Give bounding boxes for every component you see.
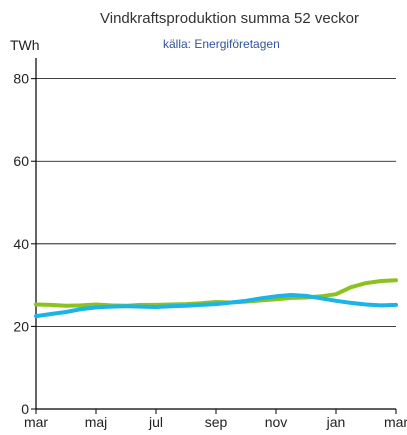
chart-source: källa: Energiföretagen <box>163 37 280 51</box>
grid-lines <box>36 78 396 327</box>
x-tick-label-maj-1: maj <box>85 414 108 430</box>
axes <box>31 58 397 414</box>
y-tick-label-0: 0 <box>21 401 29 417</box>
chart-title: Vindkraftsproduktion summa 52 veckor <box>100 10 360 27</box>
series-lines <box>34 278 398 319</box>
series-line-1 <box>34 278 398 308</box>
y-axis-unit-label: TWh <box>10 37 40 53</box>
x-tick-label-jan-5: jan <box>326 414 346 430</box>
x-tick-label-jul-2: jul <box>148 414 163 430</box>
y-tick-label-60: 60 <box>13 153 29 169</box>
y-tick-label-80: 80 <box>13 71 29 87</box>
x-tick-label-mar-6: mar <box>384 414 407 430</box>
x-tick-label-mar-0: mar <box>24 414 48 430</box>
y-tick-label-20: 20 <box>13 318 29 334</box>
y-tick-label-40: 40 <box>13 236 29 252</box>
x-tick-label-sep-3: sep <box>205 414 228 430</box>
tick-labels: 0 20 40 60 80 mar maj jul sep nov jan mar <box>13 71 407 430</box>
series-line-2 <box>34 293 398 319</box>
x-tick-label-nov-4: nov <box>265 414 288 430</box>
